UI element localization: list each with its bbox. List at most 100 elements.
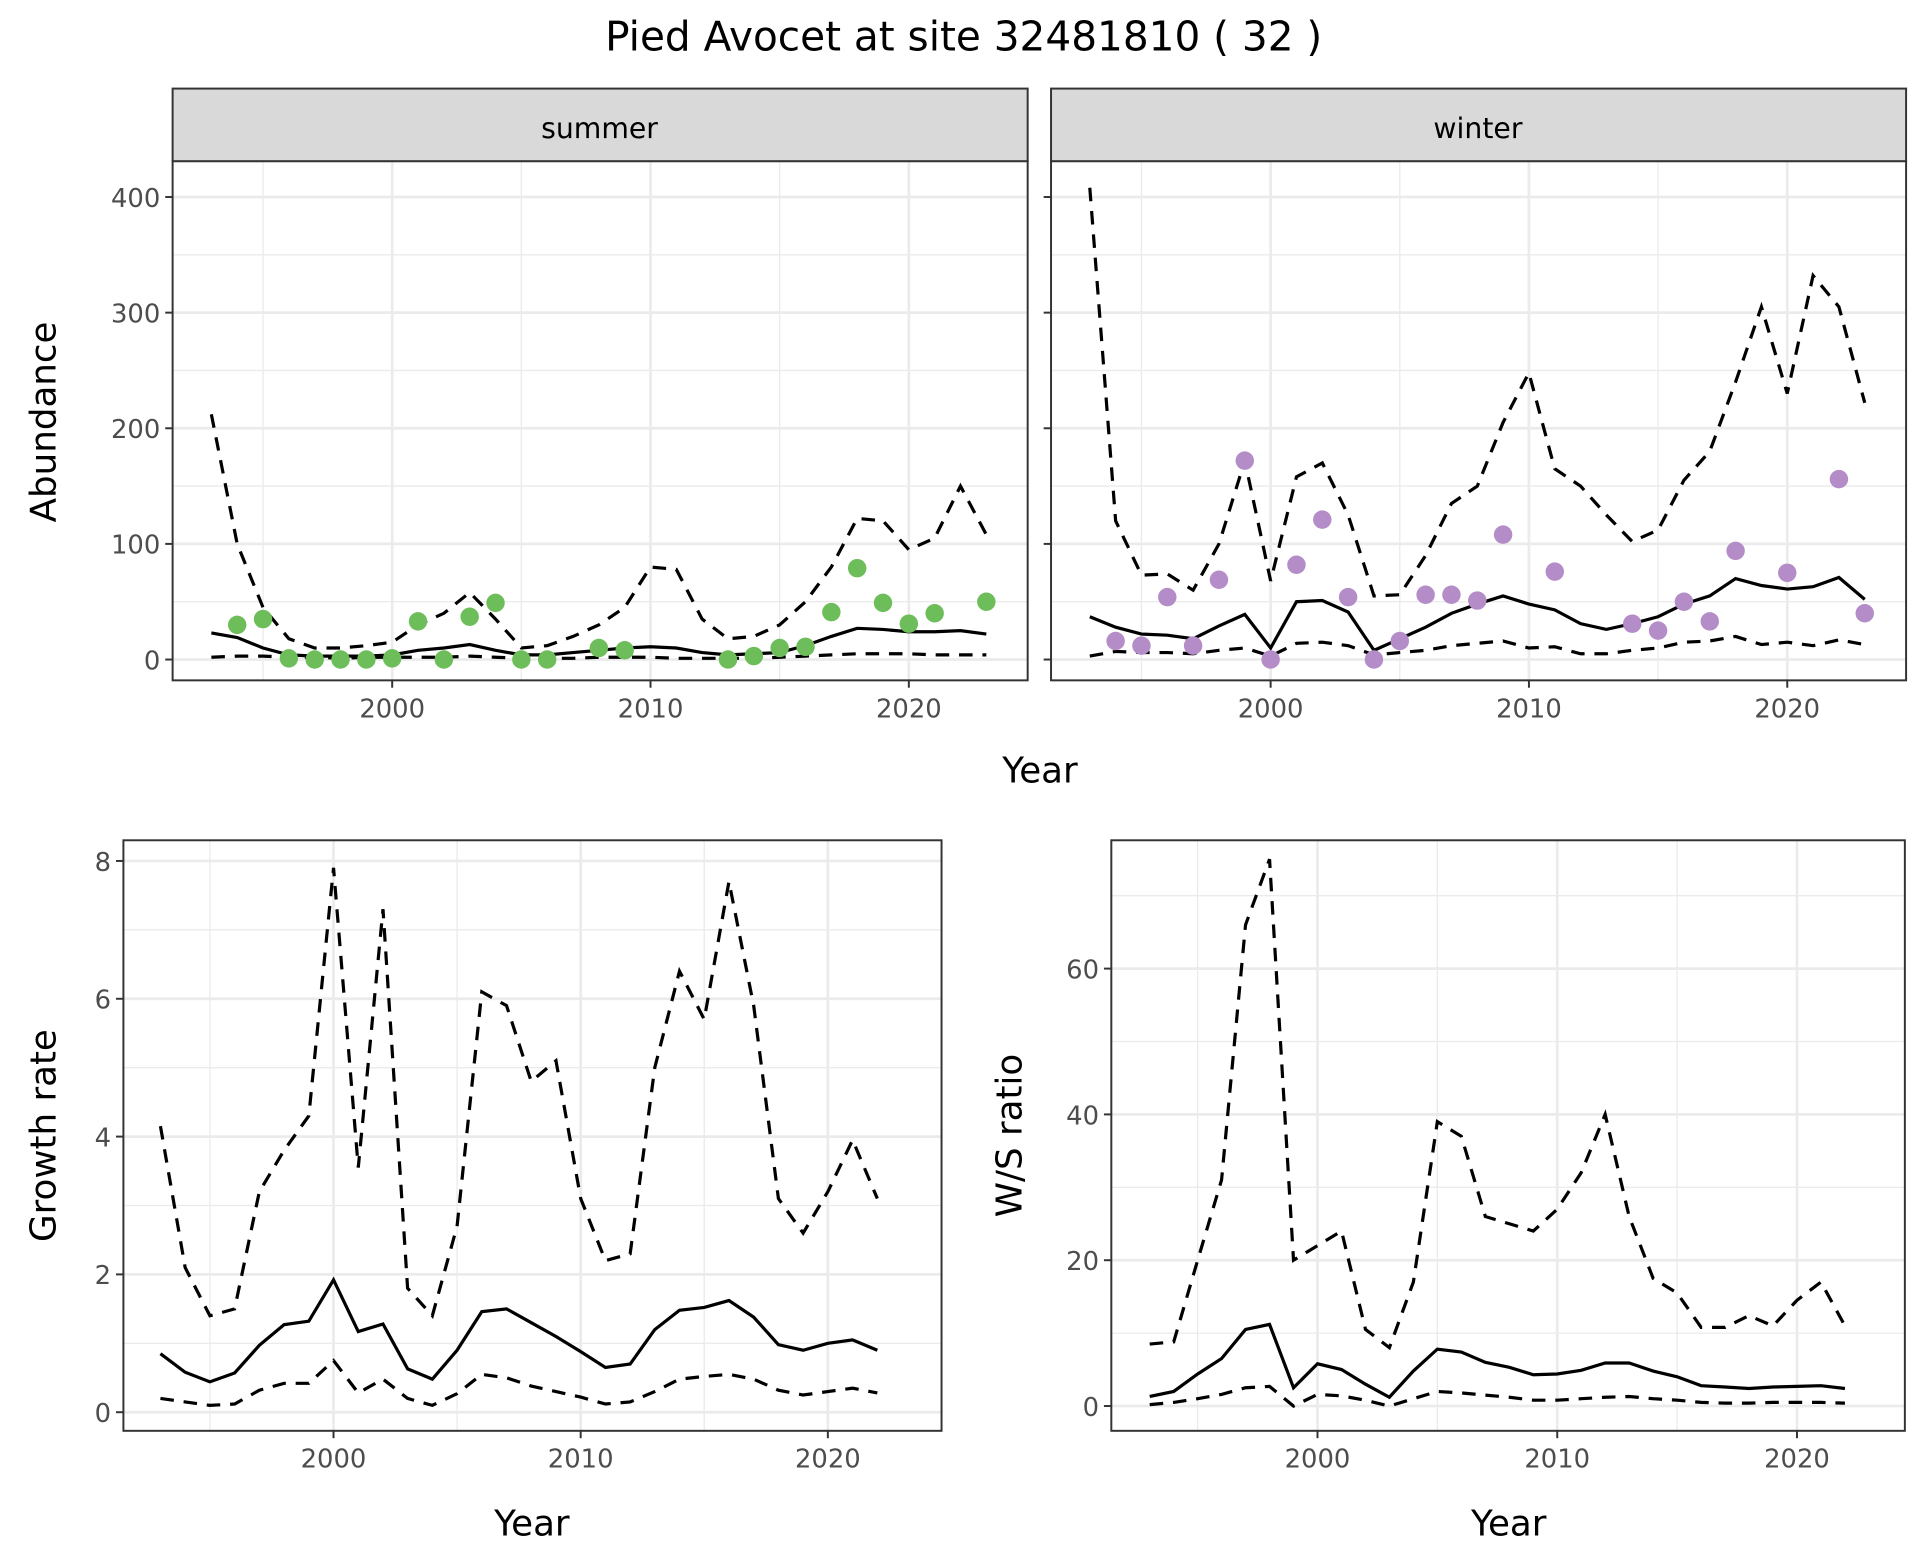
data-point (1158, 587, 1177, 607)
x-axis-label-growth: Year (493, 1503, 570, 1544)
x-tick-label: 2010 (548, 1445, 614, 1475)
data-point (1132, 636, 1151, 655)
data-point (1468, 591, 1487, 610)
data-point (899, 614, 919, 633)
y-tick-label: 6 (95, 986, 111, 1016)
panel-border (122, 839, 943, 1432)
x-tick-label: 2020 (795, 1445, 861, 1475)
y-tick-label: 200 (111, 415, 160, 445)
figure-title: Pied Avocet at site 32481810 ( 32 ) (605, 12, 1322, 60)
panel-border (1110, 839, 1906, 1432)
data-point (434, 650, 454, 669)
data-point (1338, 587, 1358, 607)
mean-line (1149, 1322, 1846, 1400)
data-point (486, 593, 505, 613)
data-point (331, 650, 350, 669)
data-point (1106, 631, 1125, 651)
data-point (1390, 631, 1410, 651)
data-point (770, 638, 789, 658)
y-axis-label-ws: W/S ratio (990, 1054, 1031, 1217)
data-point (1545, 562, 1564, 581)
data-point (977, 592, 996, 611)
data-point (822, 602, 841, 622)
data-point (1493, 525, 1513, 544)
y-tick-label: 20 (1066, 1247, 1099, 1277)
lower-bound-line (160, 1358, 878, 1408)
x-tick-label: 2000 (301, 1445, 367, 1475)
data-point (847, 558, 867, 578)
lower-bound-line (1089, 634, 1866, 658)
y-tick-label: 300 (111, 299, 160, 329)
x-tick-label: 2020 (1754, 694, 1820, 724)
x-tick-label: 2020 (1764, 1445, 1830, 1475)
panel-winter-abundance: 2000 2010 2020 (1043, 87, 1908, 724)
plot-background (1111, 840, 1905, 1431)
y-tick-label: 400 (111, 184, 160, 214)
y-tick-label: 8 (95, 848, 111, 878)
x-tick-label: 2010 (1524, 1445, 1590, 1475)
panel-growth-rate: 2000 2010 2020 0 2 4 6 8 (95, 839, 943, 1475)
data-point (460, 607, 479, 626)
data-point (1235, 451, 1255, 470)
x-tick-label: 2020 (876, 694, 942, 724)
y-axis-label-growth: Growth rate (24, 1029, 65, 1242)
data-point (1313, 510, 1332, 529)
panel-ws-ratio: 2000 2010 2020 0 20 40 60 (1066, 839, 1906, 1475)
data-point (589, 638, 609, 658)
data-point (512, 650, 531, 669)
data-point (1416, 585, 1435, 605)
facet-strip (1050, 87, 1908, 163)
data-point (279, 649, 299, 668)
y-tick-label: 100 (111, 531, 160, 561)
y-tick-label: 60 (1066, 955, 1099, 985)
data-point (1442, 585, 1461, 605)
y-tick-label: 0 (1083, 1393, 1099, 1423)
x-tick-label: 2000 (1285, 1445, 1351, 1475)
data-point (1364, 650, 1384, 669)
x-tick-label: 2000 (359, 694, 425, 724)
data-point (744, 646, 764, 666)
y-tick-label: 0 (95, 1399, 111, 1429)
data-point (408, 612, 428, 631)
data-point (1726, 541, 1745, 561)
x-tick-label: 2010 (618, 694, 684, 724)
plot-background (172, 161, 1028, 681)
data-point (357, 650, 376, 669)
lower-bound-line (1149, 1384, 1845, 1408)
x-tick-label: 2000 (1238, 694, 1304, 724)
facet-strip (171, 87, 1029, 163)
strip-label-winter: winter (1433, 112, 1522, 145)
data-point (796, 637, 815, 657)
data-point (615, 641, 634, 660)
x-axis-label-abundance: Year (1001, 750, 1078, 791)
mean-line (159, 1276, 878, 1384)
y-tick-label: 0 (144, 646, 160, 676)
x-tick-label: 2010 (1496, 694, 1562, 724)
data-point (1261, 650, 1280, 669)
upper-bound-line (158, 867, 879, 1320)
data-point (1287, 555, 1306, 574)
data-point (1209, 570, 1229, 589)
data-point (253, 609, 273, 629)
data-point (382, 649, 402, 668)
upper-bound-line (1088, 187, 1867, 598)
data-point (1700, 612, 1719, 631)
data-point (305, 650, 324, 669)
data-point (1778, 563, 1797, 583)
y-tick-label: 2 (95, 1261, 111, 1291)
data-point (1648, 621, 1668, 640)
y-tick-label: 40 (1066, 1101, 1099, 1131)
data-point (1623, 614, 1642, 633)
strip-label-summer: summer (541, 112, 658, 145)
data-point (925, 604, 944, 623)
y-axis-label-abundance: Abundance (24, 322, 65, 523)
data-point (537, 650, 557, 669)
x-axis-label-ws: Year (1470, 1503, 1547, 1544)
data-point (718, 650, 738, 669)
data-point (1674, 592, 1694, 611)
data-point (1829, 469, 1849, 489)
y-tick-label: 4 (95, 1123, 111, 1153)
data-point (1183, 636, 1203, 655)
upper-bound-line (209, 414, 988, 650)
